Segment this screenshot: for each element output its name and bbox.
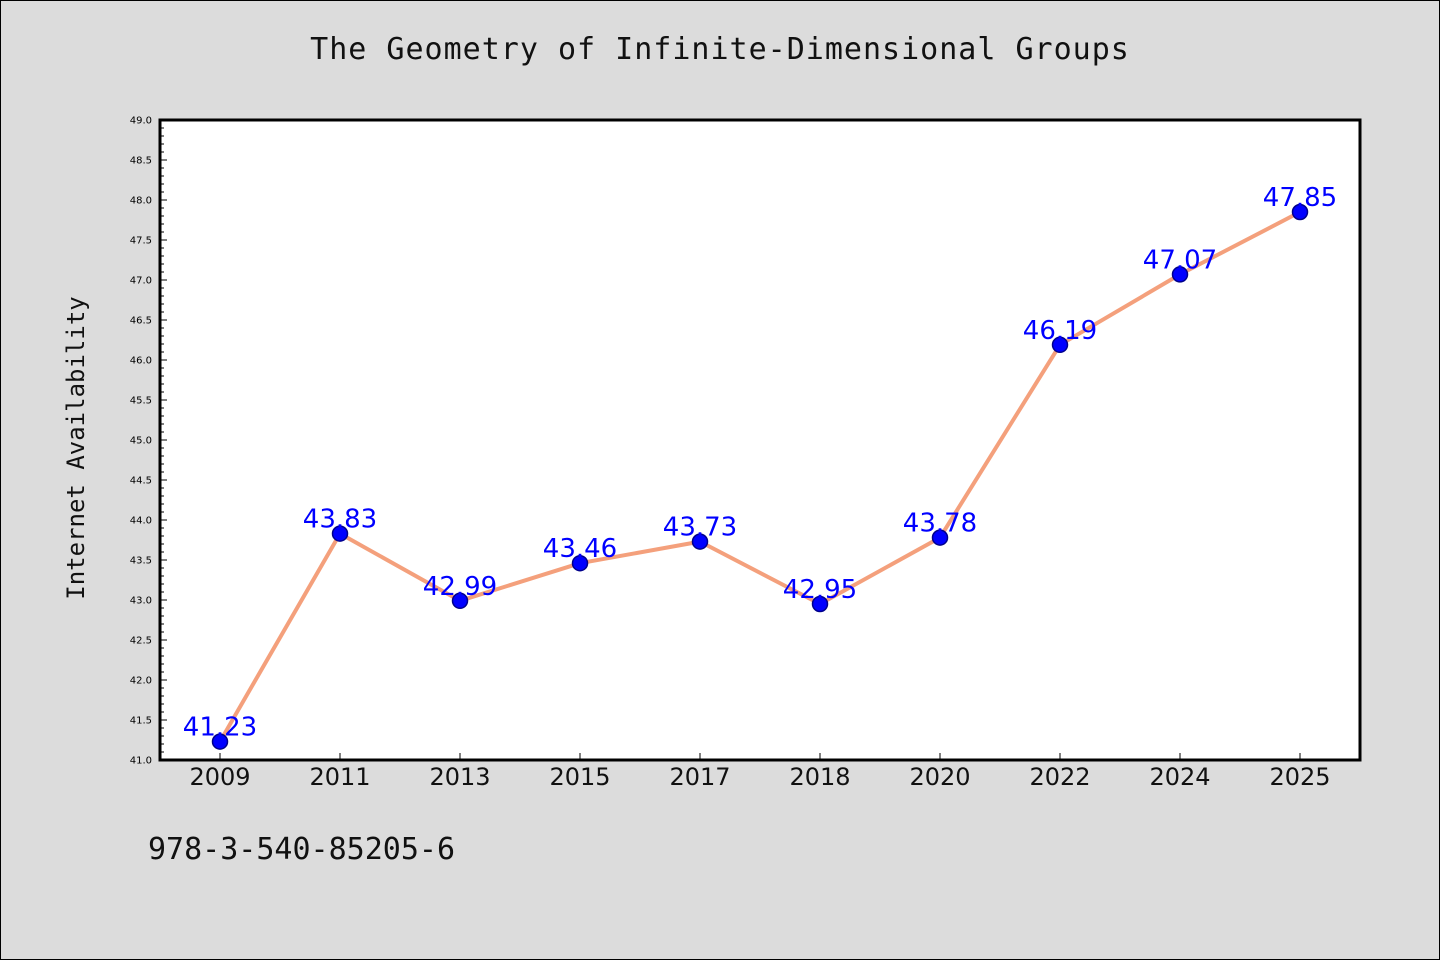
plot-border — [158, 118, 1362, 762]
x-tick-label: 2009 — [189, 763, 250, 791]
y-tick-label: 42.5 — [130, 636, 152, 647]
y-tick-label: 44.0 — [130, 516, 152, 527]
data-label: 43.78 — [903, 509, 977, 539]
y-tick-label: 45.0 — [130, 436, 152, 447]
y-tick-label: 41.5 — [130, 716, 152, 727]
x-axis-ticks: 2009 2011 2013 2015 2017 2018 2020 2022 2024 2025 — [189, 753, 1331, 791]
chart-title: The Geometry of Infinite-Dimensional Gro… — [310, 32, 1130, 67]
x-tick-label: 2011 — [309, 763, 370, 791]
x-tick-label: 2022 — [1029, 763, 1090, 791]
data-label: 42.99 — [423, 572, 497, 602]
data-labels: 41.23 43.83 42.99 43.46 43.73 42.95 43.78 46.19… — [183, 183, 1337, 743]
plot-area — [160, 120, 1360, 760]
y-tick-label: 46.0 — [130, 356, 152, 367]
x-tick-label: 2017 — [669, 763, 730, 791]
data-point — [451, 592, 469, 610]
data-point — [211, 733, 229, 750]
x-tick-label: 2018 — [789, 763, 850, 791]
data-point — [1051, 336, 1069, 354]
x-tick-label: 2025 — [1269, 763, 1330, 791]
data-label: 43.46 — [543, 534, 617, 564]
data-label: 47.85 — [1263, 183, 1337, 213]
data-label: 46.19 — [1023, 316, 1097, 346]
y-axis-ticks: 41.0 41.5 42.0 42.5 43.0 43.5 44.0 44.5 45.0 45.5… — [130, 116, 167, 767]
data-point — [1171, 266, 1189, 283]
data-point — [691, 533, 709, 550]
data-point — [571, 554, 589, 572]
y-tick-label: 48.0 — [130, 196, 152, 207]
data-point — [811, 595, 829, 613]
series-line — [218, 210, 1302, 744]
y-tick-label: 46.5 — [130, 316, 152, 327]
x-tick-label: 2015 — [549, 763, 610, 791]
data-label: 42.95 — [783, 575, 857, 605]
y-tick-label: 49.0 — [130, 116, 152, 127]
x-tick-label: 2020 — [909, 763, 970, 791]
data-points — [211, 203, 1309, 750]
y-tick-label: 45.5 — [130, 396, 152, 407]
footer-code: 978-3-540-85205-6 — [148, 832, 456, 867]
y-tick-label: 43.0 — [130, 596, 152, 607]
x-tick-label: 2024 — [1149, 763, 1210, 791]
y-tick-label: 47.0 — [130, 276, 152, 287]
data-label: 43.73 — [663, 513, 737, 543]
y-tick-label: 41.0 — [130, 756, 152, 767]
y-tick-label: 44.5 — [130, 476, 152, 487]
x-tick-label: 2013 — [429, 763, 490, 791]
data-point — [931, 529, 949, 546]
data-point — [331, 525, 349, 542]
data-label: 43.83 — [303, 505, 377, 535]
y-tick-label: 42.0 — [130, 676, 152, 687]
y-tick-label: 43.5 — [130, 556, 152, 567]
data-point — [1291, 203, 1309, 221]
data-label: 41.23 — [183, 713, 257, 743]
data-label: 47.07 — [1143, 245, 1217, 275]
y-tick-label: 48.5 — [130, 156, 152, 167]
y-tick-label: 47.5 — [130, 236, 152, 247]
y-axis-label: Internet Availability — [62, 296, 90, 599]
